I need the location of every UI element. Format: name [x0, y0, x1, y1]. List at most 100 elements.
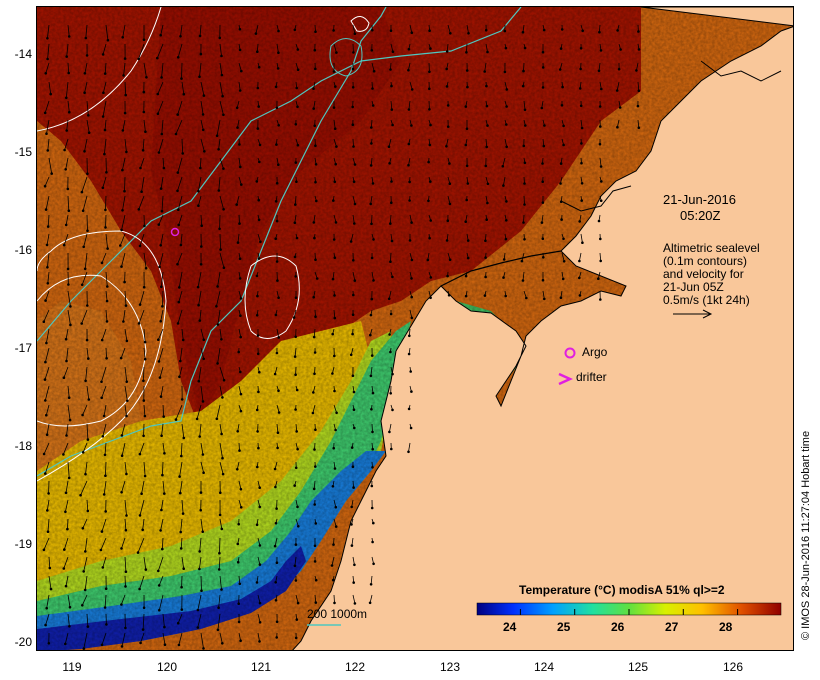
velocity-arrow: [105, 461, 107, 476]
velocity-arrow-head: [466, 182, 470, 185]
velocity-arrow-head: [104, 226, 107, 229]
velocity-arrow: [86, 100, 89, 116]
x-tick: 120: [156, 660, 178, 674]
velocity-arrow: [180, 233, 183, 246]
velocity-arrow-head: [157, 569, 160, 573]
velocity-arrow-head: [599, 298, 602, 301]
velocity-arrow: [86, 613, 89, 627]
velocity-arrow-head: [221, 94, 224, 98]
velocity-arrow-head: [296, 143, 300, 147]
velocity-arrow-head: [296, 105, 299, 109]
velocity-arrow-head: [137, 57, 140, 61]
bathymetry-label: 200 1000m: [307, 607, 368, 621]
velocity-arrow-head: [428, 70, 431, 74]
velocity-arrow: [180, 24, 183, 37]
velocity-arrow-head: [258, 143, 262, 147]
velocity-arrow-head: [45, 433, 49, 437]
velocity-arrow-head: [62, 243, 66, 247]
velocity-arrow-head: [296, 68, 300, 71]
velocity-arrow-head: [446, 125, 450, 128]
velocity-arrow-head: [180, 454, 183, 458]
velocity-arrow: [219, 632, 223, 644]
velocity-arrow-head: [428, 29, 431, 32]
velocity-arrow-head: [277, 389, 280, 393]
velocity-arrow: [200, 632, 204, 649]
velocity-arrow-head: [143, 474, 147, 478]
y-tick: -19: [14, 537, 32, 551]
velocity-arrow-head: [64, 642, 67, 646]
velocity-arrow-head: [48, 566, 52, 570]
velocity-arrow-head: [297, 525, 300, 528]
velocity-arrow-head: [369, 374, 373, 378]
velocity-arrow-head: [179, 547, 183, 550]
velocity-arrow: [101, 518, 107, 532]
velocity-arrow-head: [410, 221, 413, 224]
velocity-arrow-head: [314, 258, 317, 262]
velocity-arrow-head: [543, 297, 546, 301]
velocity-arrow-head: [216, 628, 220, 632]
velocity-arrow-head: [176, 113, 179, 116]
velocity-arrow: [47, 518, 50, 532]
velocity-arrow-head: [163, 452, 166, 455]
velocity-arrow-head: [637, 89, 641, 92]
velocity-arrow: [124, 81, 127, 96]
velocity-arrow: [84, 252, 88, 269]
velocity-arrow: [199, 423, 202, 437]
velocity-arrow-head: [540, 221, 544, 224]
velocity-arrow-head: [239, 370, 242, 374]
velocity-arrow-head: [63, 548, 66, 551]
velocity-arrow: [162, 404, 165, 417]
velocity-arrow: [67, 518, 69, 530]
velocity-arrow-head: [221, 396, 224, 399]
velocity-arrow-head: [198, 550, 201, 553]
velocity-arrow-head: [83, 150, 86, 153]
velocity-arrow-head: [102, 414, 106, 418]
velocity-arrow: [371, 271, 374, 281]
velocity-arrow: [219, 195, 224, 210]
velocity-arrow-head: [274, 485, 277, 489]
velocity-arrow-head: [315, 199, 318, 203]
velocity-arrow-head: [502, 258, 506, 261]
velocity-arrow: [142, 613, 145, 630]
velocity-arrow-head: [103, 606, 107, 609]
velocity-arrow: [352, 24, 356, 34]
velocity-arrow-head: [43, 184, 47, 188]
velocity-arrow-head: [44, 299, 47, 302]
velocity-arrow: [121, 442, 126, 456]
velocity-arrow: [124, 575, 126, 587]
velocity-arrow-head: [87, 131, 91, 134]
velocity-arrow-head: [580, 126, 584, 130]
velocity-arrow-head: [82, 245, 85, 249]
velocity-arrow-head: [82, 570, 85, 573]
velocity-arrow: [121, 252, 126, 267]
velocity-arrow: [156, 43, 164, 59]
velocity-arrow-head: [46, 282, 50, 285]
velocity-arrow-head: [353, 279, 357, 282]
velocity-arrow-head: [44, 360, 47, 364]
velocity-arrow-head: [144, 568, 148, 571]
velocity-arrow-head: [446, 274, 449, 278]
velocity-arrow-head: [505, 200, 508, 203]
velocity-arrow-head: [176, 189, 179, 193]
velocity-arrow-head: [275, 260, 279, 263]
velocity-arrow-head: [391, 372, 394, 376]
velocity-arrow: [102, 556, 107, 568]
velocity-arrow-head: [578, 294, 582, 297]
velocity-arrow: [181, 499, 184, 514]
velocity-arrow-head: [369, 333, 372, 337]
velocity-arrow-head: [200, 589, 203, 592]
velocity-arrow-head: [67, 35, 71, 38]
velocity-arrow-head: [176, 56, 180, 59]
velocity-arrow: [86, 385, 90, 400]
velocity-arrow: [200, 214, 203, 226]
velocity-arrow-head: [371, 87, 374, 90]
velocity-arrow: [333, 594, 335, 603]
velocity-arrow-head: [124, 93, 127, 97]
velocity-arrow-head: [541, 180, 544, 183]
velocity-arrow-head: [46, 225, 50, 228]
velocity-arrow: [139, 233, 145, 247]
velocity-arrow: [177, 195, 183, 210]
velocity-arrow: [219, 518, 223, 529]
velocity-arrow-head: [145, 76, 148, 79]
velocity-arrow: [219, 328, 222, 340]
